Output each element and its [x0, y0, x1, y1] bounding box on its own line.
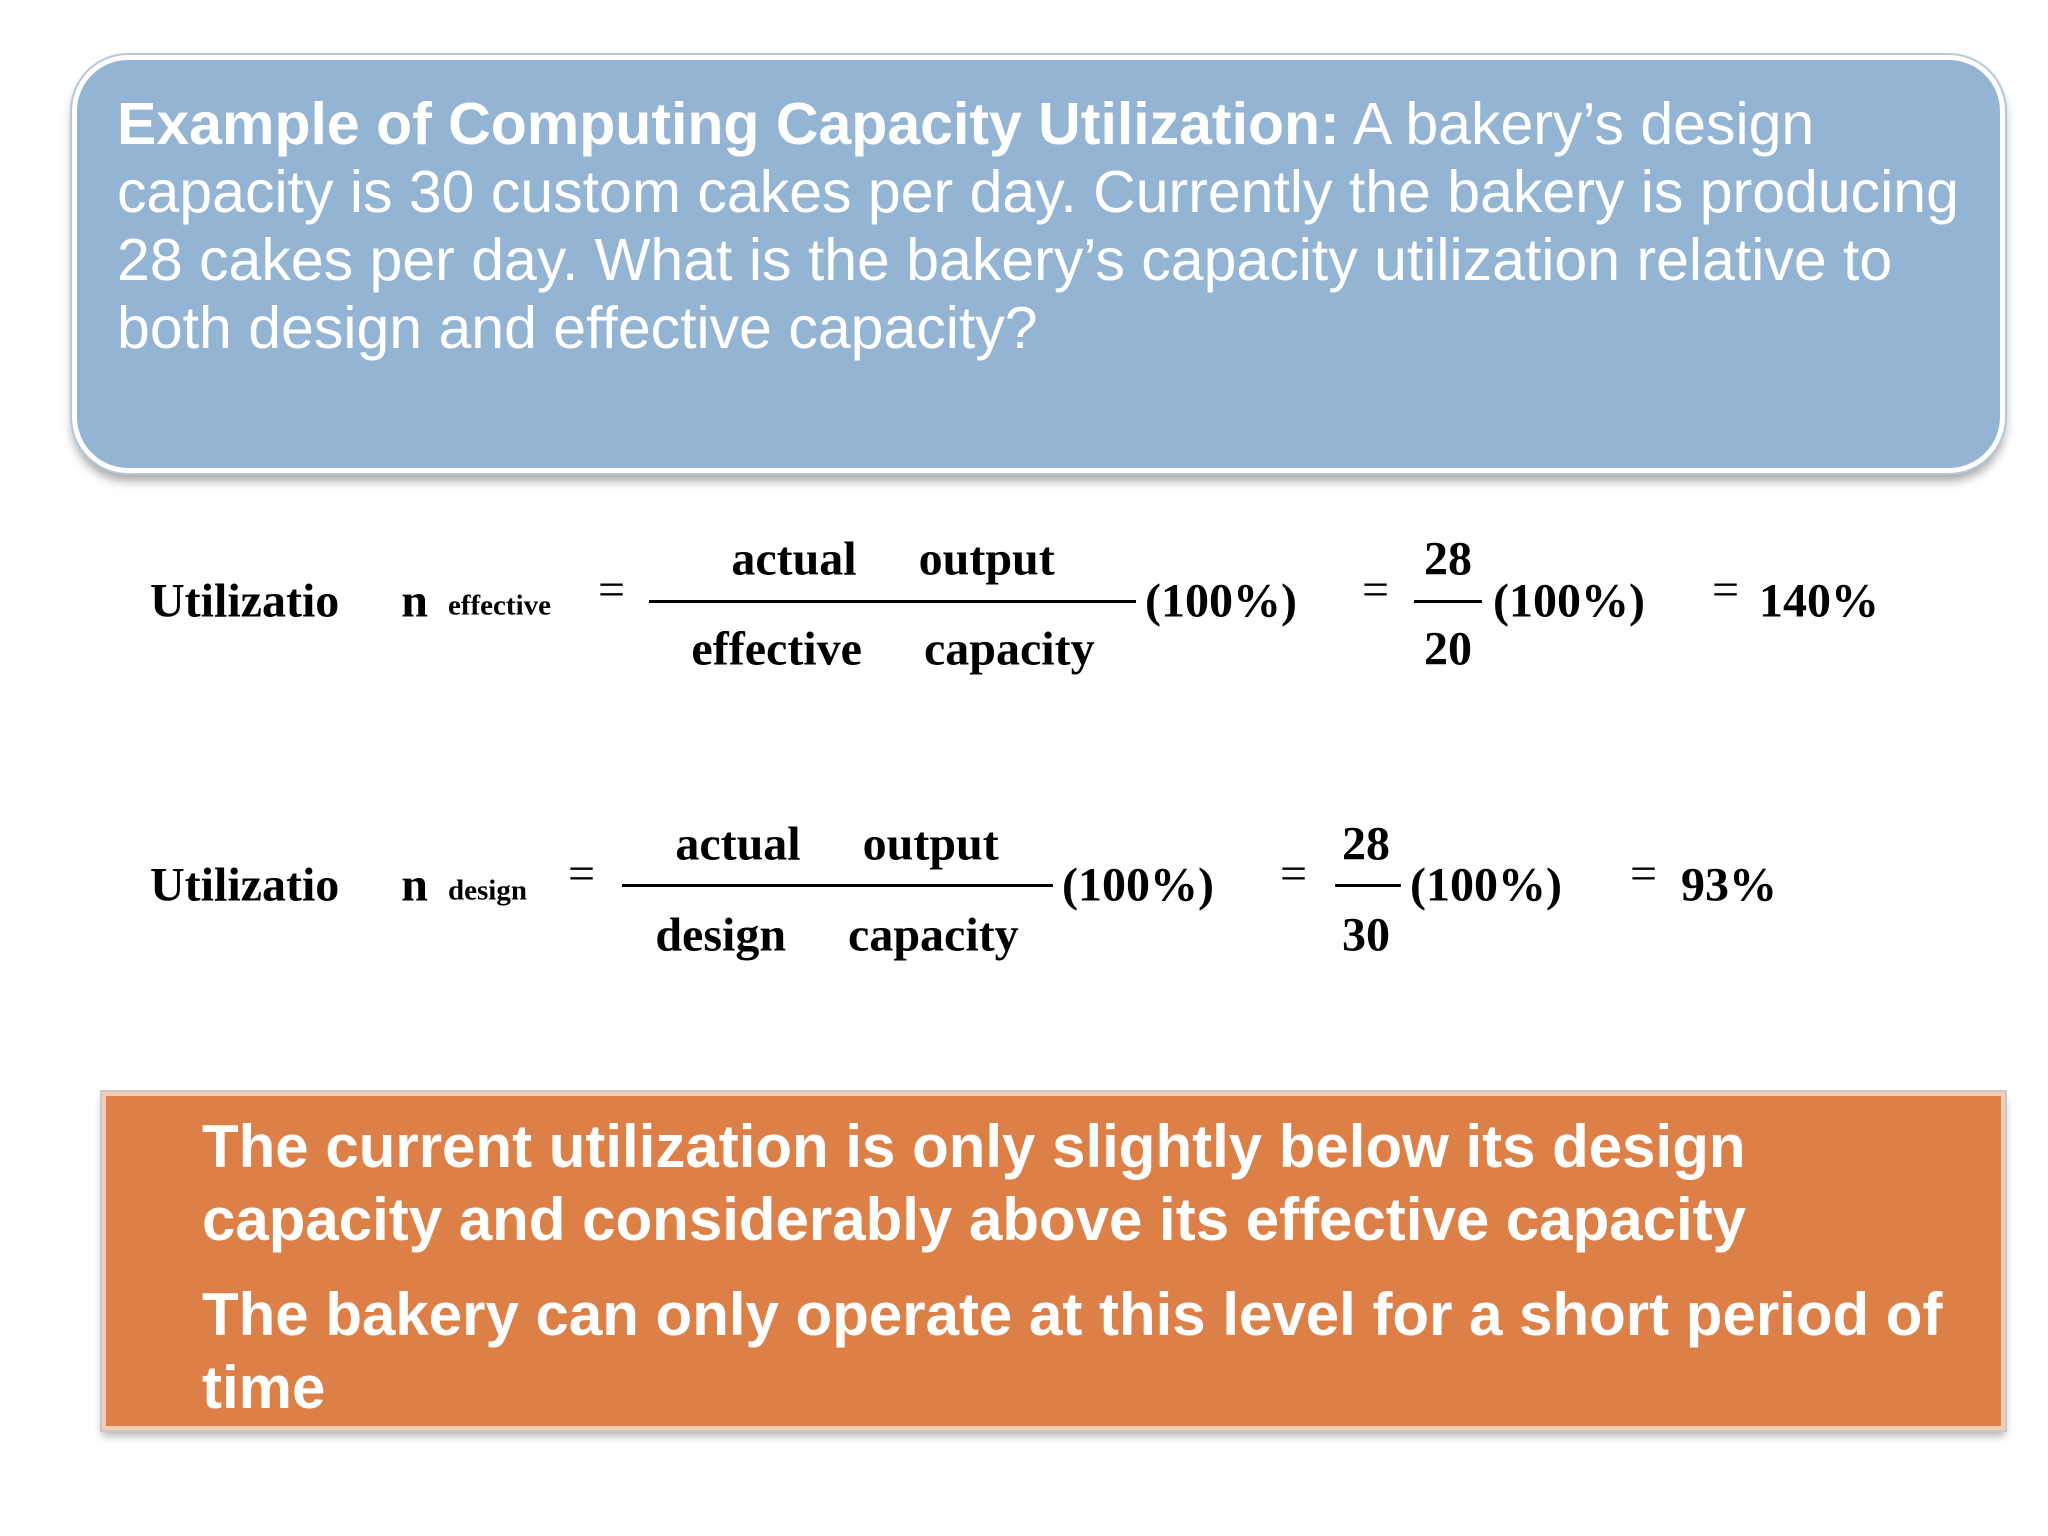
formula-subscript: design [448, 874, 527, 907]
den-value: 30 [1342, 908, 1390, 962]
conclusion-box: The current utilization is only slightly… [100, 1090, 2007, 1432]
result: 93% [1681, 858, 1777, 912]
bullet: The current utilization is only slightly… [202, 1113, 1747, 1253]
factor: (100%) [1145, 574, 1297, 628]
equals: = [1362, 563, 1390, 617]
denominator: effective capacity [691, 622, 1095, 676]
question-box: Example of Computing Capacity Utilizatio… [70, 53, 2007, 475]
equals: = [1630, 847, 1658, 901]
formula-lhs: Utilizatio n [150, 858, 428, 912]
fraction-bar [1414, 600, 1482, 603]
den-value: 20 [1424, 622, 1472, 676]
equals: = [1280, 847, 1308, 901]
numerator: actual output [731, 532, 1055, 586]
num-value: 28 [1342, 817, 1390, 871]
factor: (100%) [1062, 858, 1214, 912]
num-value: 28 [1424, 532, 1472, 586]
equals: = [598, 563, 626, 617]
equals: = [1712, 563, 1740, 617]
denominator: design capacity [655, 908, 1019, 962]
question-lead: Example of Computing Capacity Utilizatio… [117, 91, 1340, 157]
result: 140% [1759, 574, 1879, 628]
factor: (100%) [1410, 858, 1562, 912]
numerator: actual output [675, 817, 999, 871]
fraction-bar [649, 600, 1136, 603]
fraction-bar [1335, 884, 1401, 887]
question-text: A bakery’s design capacity is 30 custom … [117, 91, 1959, 361]
bullet: The bakery can only operate at this leve… [202, 1281, 1943, 1421]
factor: (100%) [1493, 574, 1645, 628]
formula-lhs: Utilizatio n [150, 574, 428, 628]
formula-subscript: effective [448, 589, 552, 622]
fraction-bar [622, 884, 1053, 887]
equals: = [568, 847, 596, 901]
